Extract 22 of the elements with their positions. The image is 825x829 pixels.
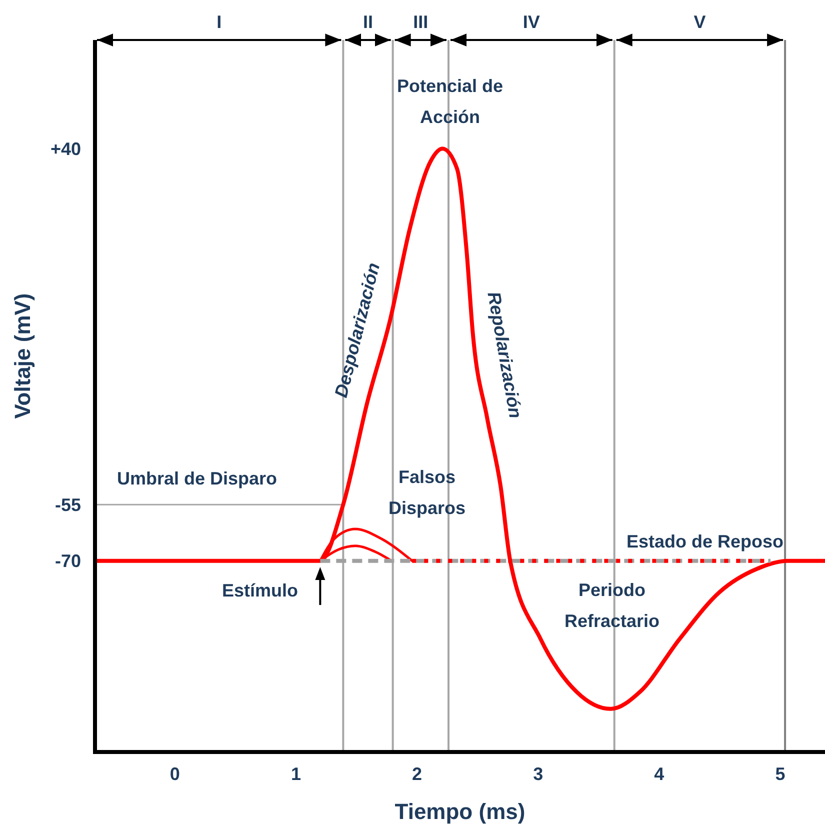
y-axis-title: Voltaje (mV)	[10, 293, 35, 419]
y-tick-label: -55	[54, 494, 81, 515]
x-tick-label: 3	[533, 764, 544, 784]
text: IV	[522, 12, 540, 32]
annotation: Falsos Disparos	[388, 466, 466, 518]
annotation: Potencial de Acción	[396, 76, 504, 127]
x-axis-title: Tiempo (ms)	[394, 799, 526, 824]
y-tick-label: -70	[54, 551, 81, 572]
annotation: Estímulo	[222, 580, 298, 600]
text: I	[216, 12, 222, 32]
x-tick-label: 1	[290, 764, 301, 784]
y-tick-label: +40	[50, 138, 81, 159]
annotation: Estado de Reposo	[626, 531, 784, 552]
x-tick-label: 2	[412, 764, 422, 784]
text: V	[694, 12, 706, 32]
annotation: Periodo Refractario	[564, 580, 660, 631]
x-tick-label: 4	[654, 764, 664, 784]
x-tick-label: 0	[170, 764, 180, 784]
ref-line-label: Umbral de Disparo	[117, 468, 278, 489]
x-tick-label: 5	[775, 764, 786, 784]
text: II	[362, 12, 373, 32]
text: III	[413, 12, 428, 32]
